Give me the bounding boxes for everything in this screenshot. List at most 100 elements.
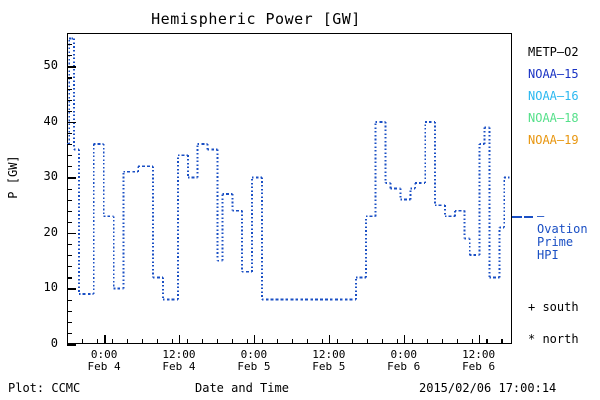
x-minor-tick	[246, 339, 248, 344]
y-minor-tick	[67, 132, 72, 135]
x-tick-time: 12:00	[462, 348, 496, 361]
y-major-tick	[67, 66, 76, 68]
y-major-tick	[67, 177, 76, 179]
y-minor-tick	[67, 221, 72, 223]
x-tick-time: 12:00	[312, 348, 346, 361]
x-tick-label: 0:00 Feb 5	[219, 349, 289, 373]
x-minor-tick	[321, 339, 323, 344]
x-minor-tick	[396, 339, 398, 344]
y-minor-tick	[67, 266, 72, 268]
x-minor-tick	[471, 339, 473, 344]
legend-item-ovation-prime-hpi: — Ovation Prime HPI	[537, 210, 600, 262]
x-minor-tick	[156, 339, 159, 344]
y-major-tick	[67, 344, 76, 346]
legend-item-satellite: NOAA—16	[528, 89, 579, 103]
y-minor-tick	[67, 155, 72, 157]
y-axis-label: P [GW]	[6, 155, 20, 199]
y-minor-tick	[67, 110, 72, 112]
x-tick-label: 0:00 Feb 4	[69, 349, 139, 373]
x-major-tick	[178, 335, 181, 344]
x-tick-label: 12:00 Feb 5	[294, 349, 364, 373]
y-minor-tick	[67, 55, 72, 57]
ovation-label-line2: Prime HPI	[537, 235, 574, 262]
y-minor-tick	[67, 199, 72, 201]
y-minor-tick	[67, 99, 72, 101]
y-minor-tick	[67, 321, 72, 323]
x-major-tick	[253, 335, 256, 344]
x-minor-tick	[67, 339, 69, 344]
x-major-tick	[403, 335, 406, 344]
x-minor-tick	[261, 339, 263, 344]
legend-item-symbol: * north	[528, 332, 579, 346]
x-major-tick	[478, 335, 481, 344]
x-minor-tick	[276, 339, 278, 344]
x-tick-label: 0:00 Feb 6	[369, 349, 439, 373]
x-minor-tick	[291, 339, 293, 344]
x-tick-date: Feb 6	[462, 360, 496, 373]
x-minor-tick	[201, 339, 204, 344]
y-tick-label: 10	[43, 280, 58, 295]
x-minor-tick	[456, 339, 458, 344]
x-minor-tick	[96, 339, 99, 344]
y-minor-tick	[67, 210, 72, 212]
y-tick-label: 20	[43, 224, 58, 239]
legend-item-symbol: + south	[528, 300, 579, 314]
x-major-tick	[328, 335, 331, 344]
ovation-axis-tick	[512, 216, 522, 218]
x-tick-date: Feb 4	[162, 360, 196, 373]
y-tick-label: 40	[43, 113, 58, 128]
x-tick-label: 12:00 Feb 6	[444, 349, 514, 373]
y-tick-label: 30	[43, 169, 58, 184]
y-minor-tick	[67, 77, 72, 79]
x-minor-tick	[171, 339, 174, 344]
x-minor-tick	[411, 339, 413, 344]
plot-area	[67, 37, 512, 301]
x-minor-tick	[126, 339, 129, 344]
x-minor-tick	[111, 339, 114, 344]
x-tick-date: Feb 5	[237, 360, 271, 373]
page-title: Hemispheric Power [GW]	[151, 10, 361, 28]
ovation-line-swatch	[524, 216, 533, 218]
data-series-ovation	[67, 37, 512, 301]
y-minor-tick	[67, 144, 72, 146]
x-minor-tick	[366, 339, 368, 344]
x-axis-label: Date and Time	[195, 381, 289, 395]
y-minor-tick	[67, 310, 72, 312]
x-tick-time: 0:00	[90, 348, 118, 361]
legend-item-satellite: NOAA—15	[528, 67, 579, 81]
x-minor-tick	[441, 339, 443, 344]
plot-credit: Plot: CCMC	[8, 381, 81, 395]
x-minor-tick	[141, 339, 144, 344]
x-minor-tick	[486, 339, 488, 344]
y-major-tick	[67, 121, 76, 124]
legend-item-satellite: NOAA—19	[528, 133, 579, 147]
y-tick-label: 50	[43, 58, 58, 73]
y-tick-label: 0	[50, 336, 58, 350]
y-minor-tick	[67, 277, 72, 279]
x-tick-date: Feb 6	[387, 360, 421, 373]
y-minor-tick	[67, 299, 72, 301]
x-minor-tick	[186, 339, 189, 344]
x-tick-date: Feb 4	[87, 360, 121, 373]
y-minor-tick	[67, 188, 72, 190]
x-minor-tick	[426, 339, 428, 344]
y-minor-tick	[67, 44, 72, 46]
x-minor-tick	[306, 339, 308, 344]
y-minor-tick	[67, 166, 72, 168]
x-tick-date: Feb 5	[312, 360, 346, 373]
legend-item-satellite: METP—O2	[528, 45, 579, 59]
legend-item-satellite: NOAA—18	[528, 111, 579, 125]
x-minor-tick	[501, 339, 503, 344]
y-minor-tick	[67, 88, 72, 90]
ovation-label-line1: — Ovation	[537, 209, 588, 236]
y-major-tick	[67, 232, 76, 235]
x-minor-tick	[216, 339, 218, 344]
x-minor-tick	[381, 339, 383, 344]
timestamp: 2015/02/06 17:00:14	[419, 381, 557, 395]
x-major-tick	[104, 335, 106, 344]
x-minor-tick	[351, 339, 353, 344]
x-minor-tick	[231, 339, 233, 344]
y-minor-tick	[67, 244, 72, 246]
x-tick-time: 0:00	[390, 348, 417, 361]
